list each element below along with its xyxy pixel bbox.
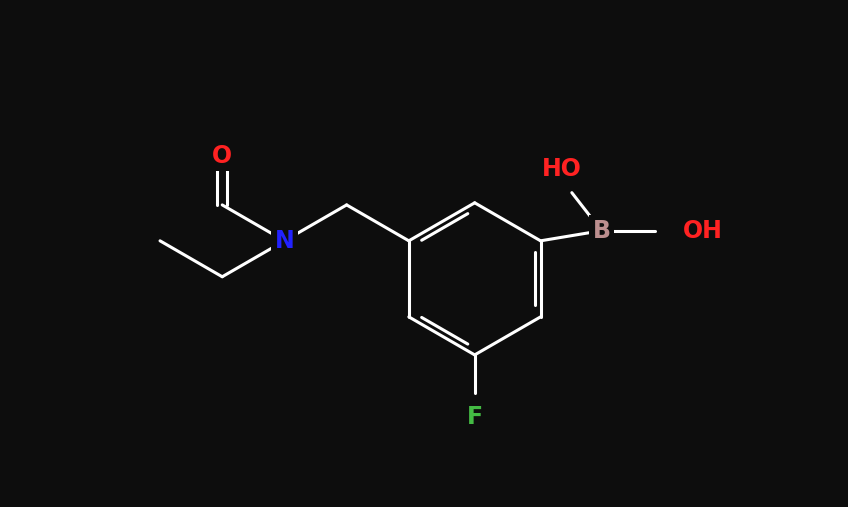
Text: OH: OH bbox=[683, 219, 723, 243]
Text: F: F bbox=[466, 405, 483, 428]
Text: B: B bbox=[593, 219, 611, 243]
Text: HO: HO bbox=[542, 157, 582, 181]
Text: N: N bbox=[275, 229, 294, 253]
Text: O: O bbox=[212, 144, 232, 168]
